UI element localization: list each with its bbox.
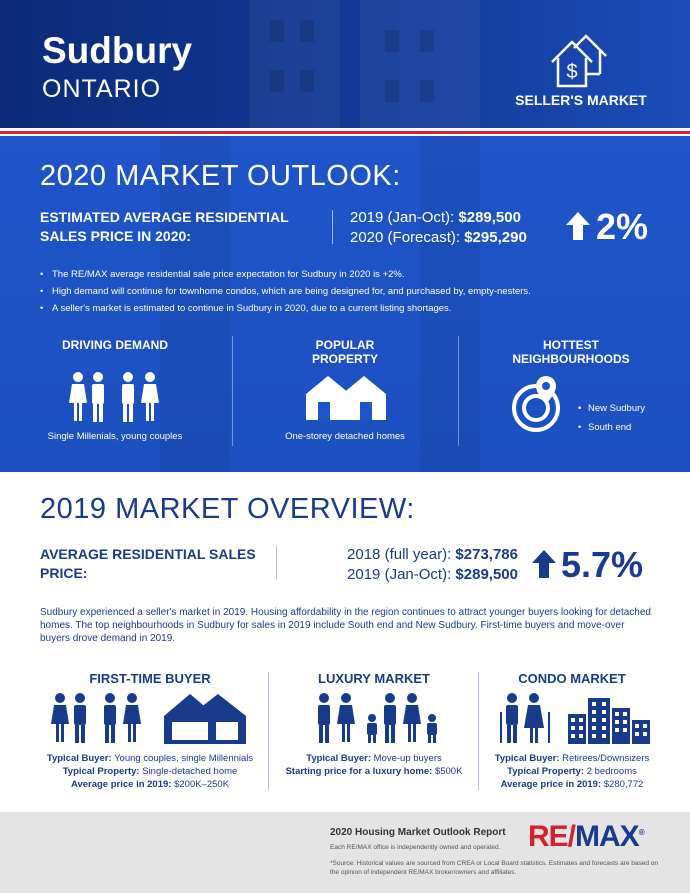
- divider: [232, 336, 233, 446]
- background-window: [385, 80, 399, 102]
- luxury-market-heading: LUXURY MARKET: [318, 671, 430, 686]
- overview-change-percent: 5.7%: [561, 544, 644, 585]
- market-type-badge: SELLER'S MARKET: [515, 92, 647, 108]
- list-item: South end: [578, 418, 645, 437]
- province-title: ONTARIO: [42, 75, 162, 103]
- location-target-icon: [512, 376, 560, 432]
- divider: [0, 128, 690, 131]
- driving-demand-caption: Single Millenials, young couples: [47, 431, 183, 442]
- outlook-price-lines: 2019 (Jan-Oct): $289,500 2020 (Forecast)…: [350, 208, 527, 248]
- divider: [458, 336, 459, 446]
- arrow-up-icon: [566, 212, 590, 240]
- driving-demand-heading: DRIVING DEMAND: [61, 338, 168, 352]
- hottest-neighbourhoods-heading: HOTTEST NEIGHBOURHOODS: [512, 338, 630, 366]
- city-title: Sudbury: [42, 30, 193, 71]
- overview-price-lines: 2018 (full year): $273,786 2019 (Jan-Oct…: [318, 545, 518, 585]
- retirees-condo-icon: [500, 693, 650, 744]
- list-item: High demand will continue for townhome c…: [40, 283, 660, 300]
- divider: [478, 672, 479, 790]
- outlook-section: 2020 MARKET OUTLOOK: ESTIMATED AVERAGE R…: [0, 136, 690, 472]
- list-item: New Sudbury: [578, 399, 645, 418]
- people-couples-icon: [69, 372, 159, 422]
- outlook-bullets: The RE/MAX average residential sale pric…: [40, 266, 660, 317]
- popular-property-caption: One-storey detached homes: [285, 431, 405, 442]
- first-time-buyer-details: Typical Buyer: Young couples, single Mil…: [46, 753, 254, 790]
- background-window: [300, 20, 314, 42]
- divider: [276, 546, 277, 580]
- background-window: [420, 30, 434, 52]
- first-time-buyer-heading: FIRST-TIME BUYER: [89, 671, 211, 686]
- luxury-market-details: Typical Buyer: Move-up buyers Starting p…: [285, 753, 463, 777]
- price-line-2019: 2019 (Jan-Oct): $289,500: [347, 566, 518, 583]
- divider: [0, 134, 690, 136]
- price-line-2020: 2020 (Forecast): $295,290: [350, 229, 527, 246]
- house-dollar-icon: $: [551, 34, 607, 88]
- list-item: A seller's market is estimated to contin…: [40, 300, 660, 317]
- divider-red: [0, 131, 690, 134]
- outlook-change-percent: 2%: [596, 206, 649, 247]
- divider: [332, 210, 333, 244]
- background-window: [270, 70, 284, 92]
- independent-note: Each RE/MAX office is independently owne…: [330, 844, 501, 851]
- header-banner: Sudbury ONTARIO $ SELLER'S MARKET: [0, 0, 690, 128]
- background-window: [385, 30, 399, 52]
- condo-market-details: Typical Buyer: Retirees/Downsizers Typic…: [494, 753, 650, 790]
- background-window: [420, 80, 434, 102]
- detached-homes-icon: [306, 376, 386, 420]
- overview-heading: 2019 MARKET OVERVIEW:: [40, 493, 415, 525]
- source-note: *Source: Historical values are sourced f…: [330, 860, 659, 876]
- family-icon: [318, 693, 437, 743]
- estimated-price-label: ESTIMATED AVERAGE RESIDENTIAL SALES PRIC…: [40, 209, 289, 244]
- overview-paragraph: Sudbury experienced a seller's market in…: [40, 607, 651, 644]
- footer: 2020 Housing Market Outlook Report Each …: [0, 812, 690, 893]
- report-title: 2020 Housing Market Outlook Report: [330, 827, 506, 838]
- popular-property-heading: POPULAR PROPERTY: [311, 338, 378, 366]
- background-window: [270, 20, 284, 42]
- svg-text:$: $: [566, 61, 577, 83]
- first-time-buyer-icon: [51, 693, 246, 744]
- condo-market-heading: CONDO MARKET: [518, 671, 626, 686]
- price-line-2019: 2019 (Jan-Oct): $289,500: [350, 209, 521, 226]
- remax-logo: RE/MAX®: [528, 820, 645, 853]
- neighbourhood-list: New Sudbury South end: [578, 399, 645, 437]
- average-price-label: AVERAGE RESIDENTIAL SALES PRICE:: [40, 546, 256, 581]
- divider: [268, 672, 269, 790]
- background-window: [300, 70, 314, 92]
- arrow-up-icon: [532, 550, 556, 578]
- background-building: [250, 0, 340, 128]
- price-line-2018: 2018 (full year): $273,786: [347, 546, 518, 563]
- background-building: [360, 0, 480, 128]
- outlook-heading: 2020 MARKET OUTLOOK:: [40, 160, 401, 192]
- list-item: The RE/MAX average residential sale pric…: [40, 266, 660, 283]
